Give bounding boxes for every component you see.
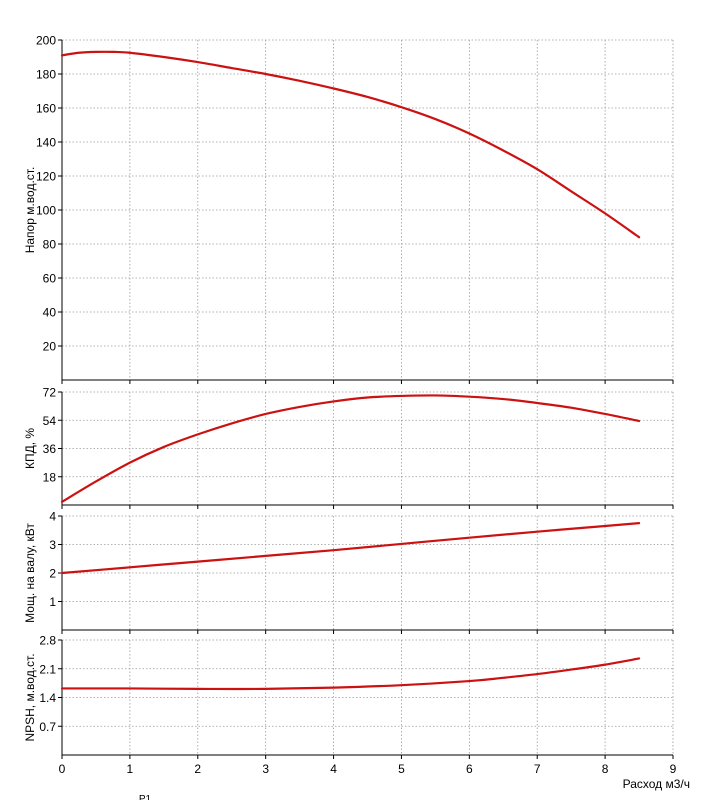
y-tick-label: 200 — [36, 34, 56, 48]
y-tick-label: 0.7 — [39, 720, 56, 734]
y-tick-label: 80 — [43, 238, 57, 252]
x-tick-label: 9 — [670, 762, 677, 776]
y-tick-label: 160 — [36, 102, 56, 116]
y-tick-label: 18 — [43, 470, 57, 484]
y-tick-label: 4 — [49, 510, 56, 524]
y-tick-label: 140 — [36, 136, 56, 150]
y-tick-label: 60 — [43, 272, 57, 286]
x-tick-label: 3 — [262, 762, 269, 776]
series-line — [60, 50, 641, 239]
y-tick-label: 2.8 — [39, 634, 56, 648]
y-tick-label: 54 — [43, 414, 57, 428]
x-tick-label: 0 — [59, 762, 66, 776]
x-tick-label: 4 — [330, 762, 337, 776]
y-axis-label: Напор м.вод.ст. — [23, 167, 37, 254]
y-tick-label: 20 — [43, 340, 57, 354]
y-tick-label: 1.4 — [39, 691, 56, 705]
x-tick-label: 6 — [466, 762, 473, 776]
x-axis-label: Расход м3/ч — [623, 777, 690, 791]
x-tick-label: 7 — [534, 762, 541, 776]
y-tick-label: 40 — [43, 306, 57, 320]
y-tick-label: 180 — [36, 68, 56, 82]
y-tick-label: 36 — [43, 442, 57, 456]
y-tick-label: 1 — [49, 595, 56, 609]
chart-panel-3: 1 2 3 4 Мощ. на валу, кВт — [23, 510, 674, 634]
y-axis-label: КПД, % — [23, 428, 37, 469]
y-tick-label: 120 — [36, 170, 56, 184]
y-axis-label: NPSH, м.вод.ст. — [23, 653, 37, 741]
series-line — [60, 394, 641, 503]
chart-panel-1: 20 40 60 80 100 120 140 160 180 200 Напор м.вод.ст… — [23, 34, 674, 384]
y-axis-label: Мощ. на валу, кВт — [23, 523, 37, 623]
y-tick-label: 72 — [43, 386, 57, 400]
footnote-label: P1 — [139, 794, 152, 800]
series-line — [60, 657, 641, 691]
chart-panel-2: 18 36 54 72 КПД, % — [23, 386, 674, 509]
series-line — [60, 522, 641, 575]
x-tick-label: 8 — [602, 762, 609, 776]
x-tick-label: 5 — [398, 762, 405, 776]
y-tick-label: 2.1 — [39, 662, 56, 676]
y-tick-label: 2 — [49, 567, 56, 581]
x-tick-label: 1 — [127, 762, 134, 776]
x-tick-label: 2 — [194, 762, 201, 776]
y-tick-label: 100 — [36, 204, 56, 218]
y-tick-label: 3 — [49, 538, 56, 552]
